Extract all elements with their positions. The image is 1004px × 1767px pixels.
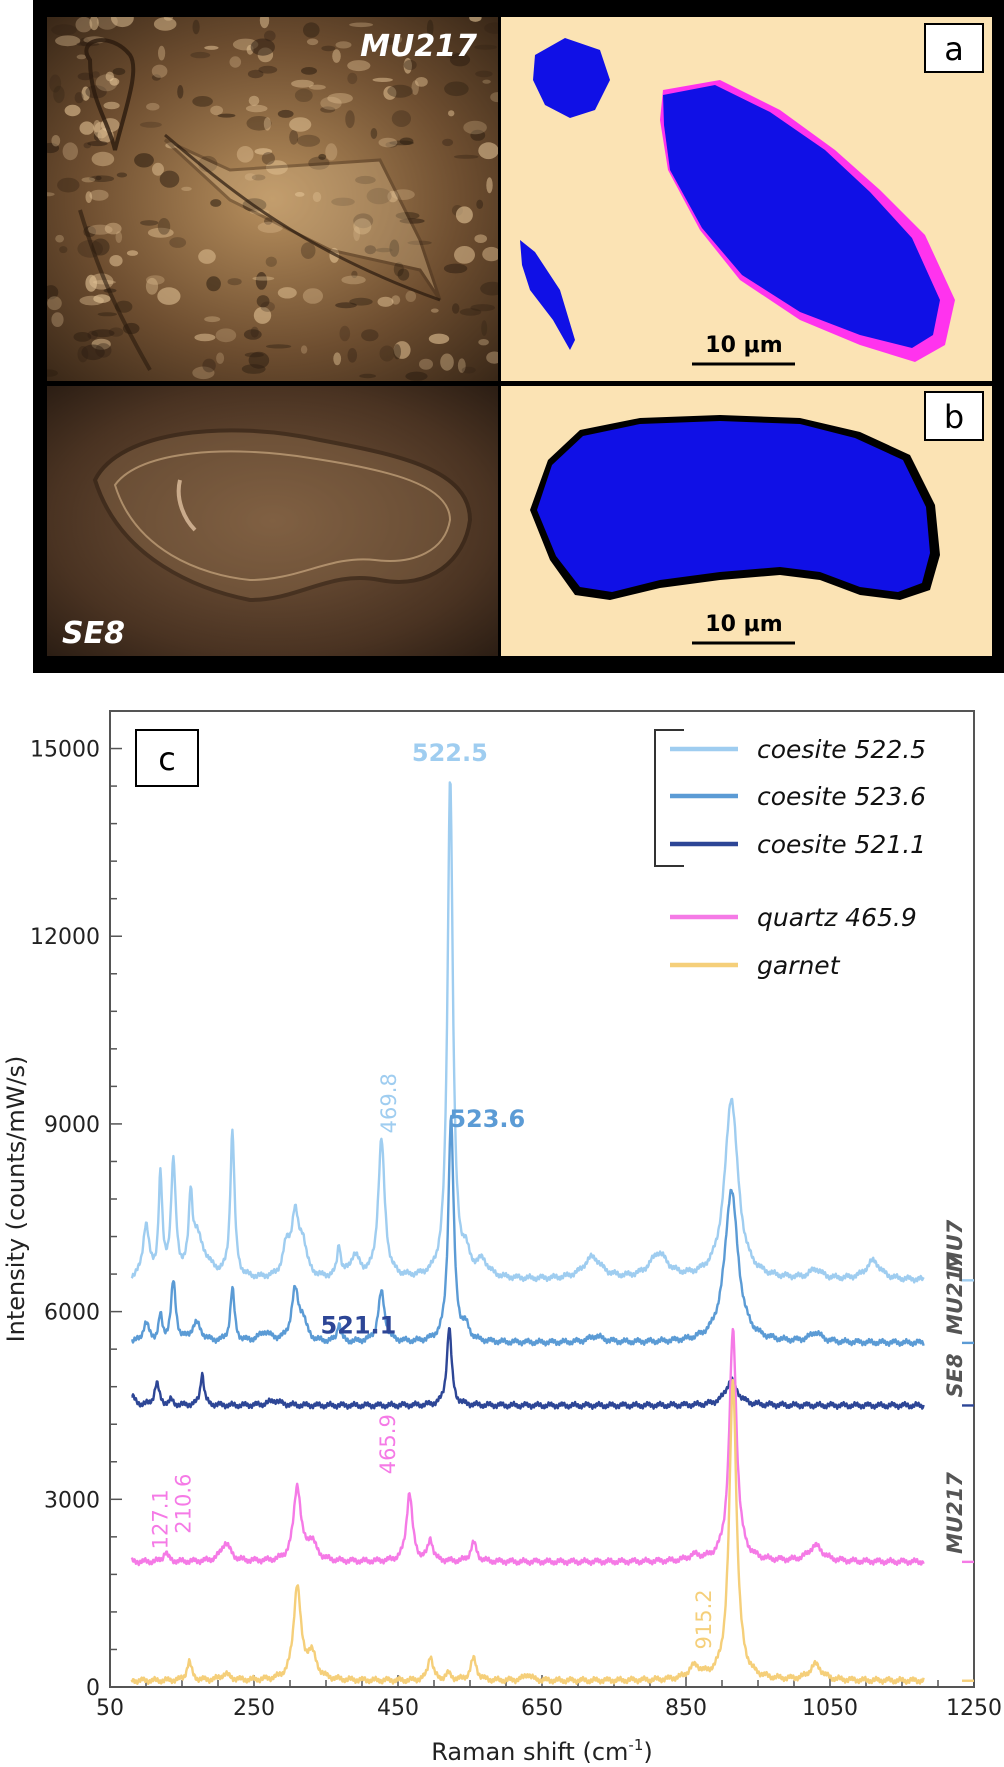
legend: coesite 522.5 coesite 523.6 coesite 521.1 q… <box>654 729 926 980</box>
y-tick-label: 15000 <box>30 738 100 763</box>
panel-b-phase-map: 10 μm b <box>501 386 992 656</box>
legend-label: garnet <box>757 951 841 980</box>
coesite-bracket <box>654 729 684 867</box>
peak-label: 523.6 <box>449 1105 525 1133</box>
panel-b-scale-bar: 10 μm <box>705 612 782 637</box>
coesite-region-small-top <box>533 38 610 118</box>
peak-label: 210.6 <box>172 1474 196 1534</box>
x-tick-label: 1050 <box>802 1696 858 1721</box>
coesite-region-b <box>537 421 930 592</box>
series-layer <box>130 781 974 1685</box>
sample-label: MU7 <box>943 1219 967 1272</box>
peak-label: 521.1 <box>320 1312 396 1340</box>
peak-label: 915.2 <box>692 1589 716 1649</box>
x-axis-label-end: ) <box>643 1738 652 1766</box>
panel-a-phase-map: 10 μm a <box>501 17 992 381</box>
x-axis: 50 250 450 650 850 1050 1250 <box>96 1675 1002 1721</box>
y-axis: 0 3000 6000 9000 12000 15000 <box>30 738 122 1701</box>
panel-a-scale-bar: 10 μm <box>705 333 782 358</box>
y-tick-label: 3000 <box>44 1488 100 1513</box>
peak-label: 127.1 <box>149 1489 173 1549</box>
panel-b-label: b <box>944 398 964 436</box>
plot-frame <box>109 710 975 1688</box>
sample-label: SE8 <box>943 1353 967 1397</box>
y-axis-label: Intensity (counts/mW/s) <box>2 1056 30 1343</box>
legend-label: coesite 522.5 <box>757 735 926 764</box>
x-tick-label: 250 <box>233 1696 275 1721</box>
series-line <box>130 781 925 1284</box>
sample-label: MU217 <box>943 1253 967 1335</box>
peak-label: 522.5 <box>412 739 488 767</box>
legend-label: quartz 465.9 <box>757 903 917 932</box>
x-tick-label: 450 <box>377 1696 419 1721</box>
series-line <box>131 1327 925 1411</box>
panel-b-micrograph <box>47 386 498 656</box>
x-axis-label-sup: -1 <box>628 1736 643 1754</box>
x-axis-label-main: Raman shift (cm <box>431 1738 628 1766</box>
panel-c-chart: 0 3000 6000 9000 12000 15000 50 250 450 650 850 10… <box>2 710 1002 1766</box>
x-tick-label: 850 <box>665 1696 707 1721</box>
panel-a-sample-label: MU217 <box>360 29 477 64</box>
series-line <box>130 1327 925 1567</box>
peak-label: 465.9 <box>376 1414 400 1474</box>
series-line <box>130 1378 925 1685</box>
sample-label: MU217 <box>943 1472 967 1554</box>
y-tick-label: 9000 <box>44 1113 100 1138</box>
coesite-region-small-left <box>520 240 575 350</box>
series-line <box>130 1114 925 1347</box>
annotation-layer: 522.5 469.8 523.6 521.1 465.9 127.1 210.6 915.2 <box>149 739 717 1649</box>
legend-label: coesite 523.6 <box>757 782 926 811</box>
x-axis-label: Raman shift (cm-1) <box>431 1736 653 1766</box>
peak-label: 469.8 <box>377 1073 401 1133</box>
panel-a-micrograph <box>47 17 498 381</box>
legend-label: coesite 521.1 <box>757 830 926 859</box>
x-tick-label: 650 <box>521 1696 563 1721</box>
panel-c-label: c <box>158 740 176 778</box>
y-tick-label: 6000 <box>44 1301 100 1326</box>
panel-b-sample-label: SE8 <box>62 616 125 651</box>
coesite-region-main <box>663 85 940 348</box>
y-tick-label: 12000 <box>30 925 100 950</box>
panel-a-label: a <box>944 30 964 68</box>
y-tick-label: 0 <box>86 1676 100 1701</box>
x-tick-label: 50 <box>96 1696 124 1721</box>
x-tick-label: 1250 <box>946 1696 1002 1721</box>
